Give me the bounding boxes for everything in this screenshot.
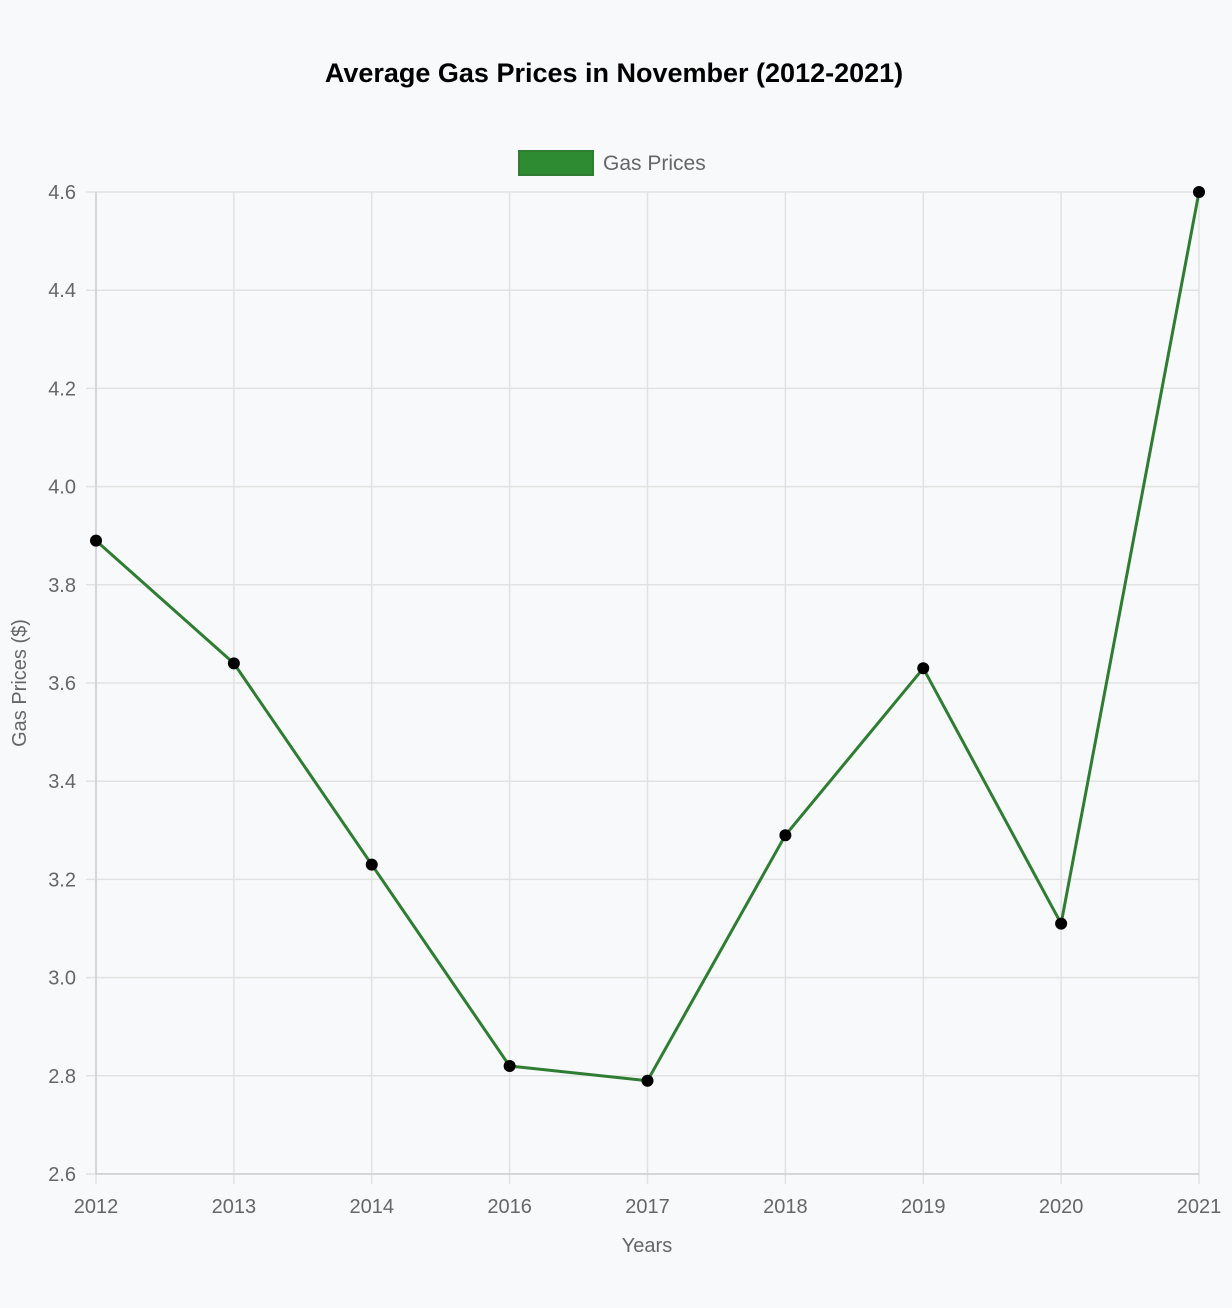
y-tick-label: 3.6 — [48, 673, 76, 695]
data-point[interactable] — [503, 1059, 516, 1072]
y-tick-label: 4.0 — [48, 477, 76, 499]
x-tick-label: 2016 — [487, 1196, 532, 1218]
x-tick-label: 2012 — [74, 1196, 119, 1218]
data-point[interactable] — [1055, 917, 1068, 930]
y-tick-label: 3.4 — [48, 771, 76, 793]
data-point[interactable] — [365, 858, 378, 871]
legend-label: Gas Prices — [603, 152, 706, 175]
y-tick-label: 4.4 — [48, 280, 76, 302]
data-point[interactable] — [227, 657, 240, 670]
x-tick-label: 2018 — [763, 1196, 808, 1218]
x-tick-label: 2020 — [1039, 1196, 1084, 1218]
data-point[interactable] — [779, 829, 792, 842]
grid — [86, 191, 1200, 1184]
y-tick-label: 2.8 — [48, 1066, 76, 1088]
y-tick-label: 2.6 — [48, 1164, 76, 1186]
y-tick-label: 4.2 — [48, 378, 76, 400]
x-axis-title: Years — [622, 1235, 672, 1257]
x-tick-label: 2017 — [625, 1196, 670, 1218]
y-tick-label: 3.0 — [48, 968, 76, 990]
x-tick-label: 2014 — [350, 1196, 395, 1218]
x-tick-label: 2019 — [901, 1196, 946, 1218]
data-point[interactable] — [641, 1074, 654, 1087]
y-axis-title: Gas Prices ($) — [9, 619, 31, 747]
data-point[interactable] — [90, 534, 102, 547]
data-point[interactable] — [1193, 186, 1205, 198]
legend-swatch — [518, 150, 594, 176]
chart-title: Average Gas Prices in November (2012-202… — [325, 58, 903, 88]
axes: 2.6 2.8 3.0 3.2 3.4 3.6 3.8 4.0 4.2 4.4 4.6 2012 201… — [48, 182, 1221, 1218]
y-tick-label: 4.6 — [48, 182, 76, 204]
x-tick-label: 2013 — [212, 1196, 257, 1218]
legend[interactable]: Gas Prices — [518, 150, 706, 176]
x-tick-label: 2021 — [1177, 1196, 1222, 1218]
data-point[interactable] — [917, 662, 930, 675]
y-tick-label: 3.8 — [48, 575, 76, 597]
y-tick-label: 3.2 — [48, 869, 76, 891]
series-layer — [90, 186, 1205, 1087]
